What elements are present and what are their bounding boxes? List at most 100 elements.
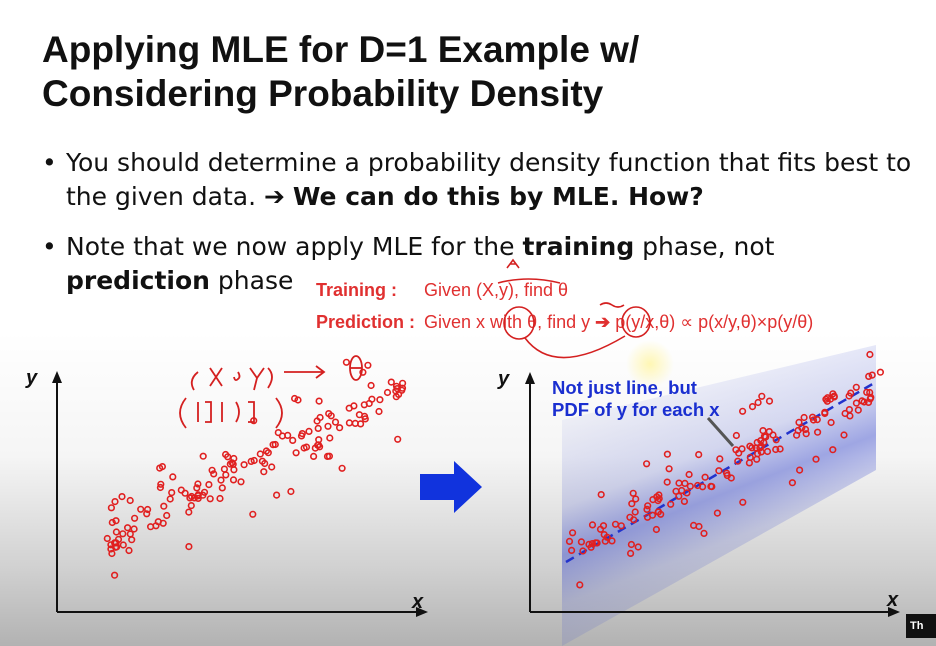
data-point bbox=[611, 520, 620, 528]
right-points bbox=[565, 350, 885, 589]
data-point bbox=[685, 470, 693, 479]
data-point bbox=[863, 388, 871, 396]
data-point bbox=[813, 428, 822, 436]
data-point bbox=[210, 470, 218, 478]
data-point bbox=[680, 497, 689, 506]
data-point bbox=[298, 430, 306, 438]
data-point bbox=[686, 482, 694, 490]
data-point bbox=[273, 491, 281, 499]
data-point bbox=[846, 412, 854, 420]
bullet-2-prediction: prediction bbox=[66, 266, 210, 295]
hw-x bbox=[209, 367, 223, 387]
data-point bbox=[852, 399, 861, 407]
data-point bbox=[256, 450, 264, 458]
data-point bbox=[383, 388, 392, 397]
hw-matrix-brackets bbox=[179, 397, 283, 429]
data-point bbox=[567, 546, 576, 555]
prediction-text: Given x with θ, find y bbox=[424, 312, 591, 332]
player-badge[interactable]: Th bbox=[906, 614, 936, 638]
data-point bbox=[868, 371, 876, 379]
data-point bbox=[392, 387, 400, 395]
callout-line-2: PDF of y for each x bbox=[552, 399, 720, 420]
data-point bbox=[707, 482, 715, 491]
right-x-label: x bbox=[886, 589, 899, 611]
data-point bbox=[237, 478, 245, 486]
data-point bbox=[823, 397, 831, 405]
data-point bbox=[596, 525, 605, 533]
data-point bbox=[642, 460, 651, 468]
bullet-1-emphasis: We can do this by MLE. How? bbox=[292, 182, 704, 211]
data-point bbox=[827, 418, 835, 427]
title-line-2: Considering Probability Density bbox=[42, 73, 604, 114]
data-point bbox=[695, 522, 703, 531]
bullet-dot: • bbox=[42, 148, 57, 177]
data-point bbox=[111, 498, 119, 506]
data-point bbox=[754, 398, 762, 407]
circle-x-scribble bbox=[503, 306, 535, 340]
data-point bbox=[342, 358, 351, 366]
data-point bbox=[394, 435, 402, 443]
data-point bbox=[107, 545, 115, 553]
data-point bbox=[126, 496, 134, 505]
data-point bbox=[588, 539, 597, 548]
data-point bbox=[585, 540, 593, 549]
hw-brace bbox=[190, 371, 199, 391]
data-point bbox=[310, 452, 318, 461]
data-point bbox=[327, 412, 335, 420]
left-plot: y x bbox=[25, 355, 428, 617]
data-point bbox=[675, 492, 683, 500]
data-point bbox=[866, 388, 874, 397]
data-point bbox=[795, 466, 804, 474]
data-point bbox=[739, 498, 747, 506]
data-point bbox=[103, 534, 111, 543]
data-point bbox=[119, 530, 127, 538]
data-point bbox=[159, 519, 167, 527]
data-point bbox=[765, 397, 774, 405]
slide-title: Applying MLE for D=1 Example w/ Consider… bbox=[42, 28, 902, 116]
left-x-arrow-icon bbox=[416, 607, 428, 617]
left-y-label: y bbox=[25, 367, 38, 389]
data-point bbox=[185, 542, 193, 551]
data-point bbox=[772, 445, 780, 454]
data-point bbox=[260, 468, 268, 476]
data-point bbox=[746, 453, 754, 462]
hw-arrow bbox=[284, 365, 326, 379]
data-point bbox=[218, 484, 226, 492]
data-point bbox=[698, 483, 707, 491]
data-point bbox=[801, 425, 810, 434]
data-point bbox=[294, 396, 302, 404]
data-point bbox=[579, 547, 587, 555]
data-point bbox=[130, 525, 138, 533]
data-point bbox=[630, 516, 638, 524]
data-point bbox=[326, 434, 334, 442]
data-point bbox=[813, 416, 821, 424]
data-point bbox=[772, 436, 780, 444]
right-y-arrow-icon bbox=[525, 372, 535, 384]
data-point bbox=[345, 404, 353, 412]
data-point bbox=[776, 445, 784, 453]
data-point bbox=[634, 543, 642, 551]
data-point bbox=[206, 495, 214, 503]
data-point bbox=[217, 476, 225, 484]
prediction-note: Prediction : Given x with θ, find y ➔ p(… bbox=[316, 312, 813, 333]
data-point bbox=[157, 480, 165, 488]
data-point bbox=[284, 431, 292, 440]
left-x-label: x bbox=[411, 591, 424, 613]
data-point bbox=[194, 480, 202, 488]
data-point bbox=[300, 444, 308, 452]
data-point bbox=[375, 407, 383, 416]
data-point bbox=[748, 403, 757, 411]
data-point bbox=[108, 549, 116, 558]
data-point bbox=[629, 489, 637, 497]
data-point bbox=[593, 539, 601, 547]
data-point bbox=[188, 492, 196, 501]
data-point bbox=[756, 444, 764, 452]
data-point bbox=[792, 431, 801, 439]
data-point bbox=[137, 505, 145, 513]
data-point bbox=[876, 368, 885, 376]
data-point bbox=[364, 361, 372, 369]
data-point bbox=[114, 535, 123, 544]
data-point bbox=[166, 495, 174, 503]
data-point bbox=[357, 420, 365, 428]
